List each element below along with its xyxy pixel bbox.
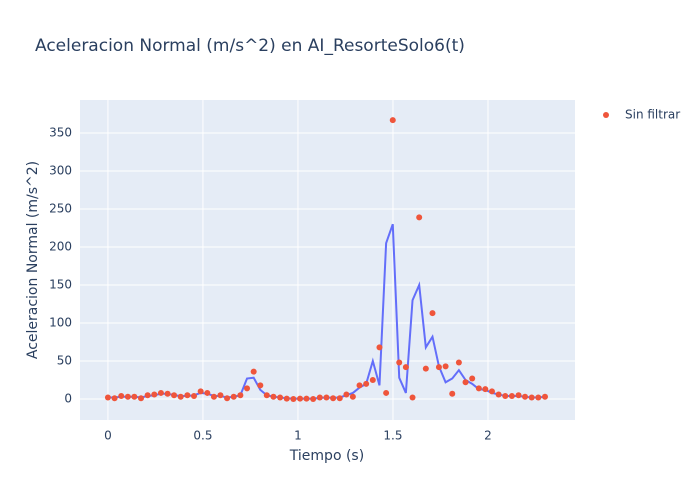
point [482,386,489,393]
y-tick-label: 50 [57,354,72,368]
point [535,394,542,401]
point [475,385,482,392]
point [303,395,310,402]
x-axis-title: Tiempo (s) [289,448,364,464]
point [230,393,237,400]
y-tick-label: 0 [64,392,72,406]
point [118,392,125,399]
point [191,392,198,399]
x-tick-label: 0 [104,429,112,443]
point [541,393,548,400]
point [396,359,403,366]
point [429,310,436,317]
point [224,395,231,402]
legend-label[interactable]: Sin filtrar [625,108,680,122]
point [244,385,251,392]
point [177,393,184,400]
point [416,214,423,221]
point [449,390,456,397]
plot-area [80,100,575,420]
point [422,365,429,372]
point [164,390,171,397]
point [151,391,158,398]
point [263,392,270,399]
point [184,392,191,399]
y-tick-label: 100 [49,316,72,330]
point [250,368,257,375]
point [409,394,416,401]
y-tick-label: 200 [49,240,72,254]
point [495,391,502,398]
point [137,395,144,402]
y-tick-label: 300 [49,163,72,177]
point [283,395,290,402]
point [528,394,535,401]
point [455,359,462,366]
point [277,394,284,401]
y-tick-label: 250 [49,201,72,215]
point [104,394,111,401]
point [383,389,390,396]
point [376,344,383,351]
point [502,392,509,399]
point [343,391,350,398]
point [435,364,442,371]
point [204,389,211,396]
point [124,393,131,400]
point [257,382,264,389]
point [270,393,277,400]
point [197,388,204,395]
point [237,392,244,399]
point [356,382,363,389]
point [330,395,337,402]
point [290,396,297,403]
y-axis-title: Aceleracion Normal (m/s^2) [25,161,41,359]
point [349,393,356,400]
point [144,392,151,399]
point [469,375,476,382]
x-tick-label: 1.5 [383,429,402,443]
point [508,392,515,399]
point [210,393,217,400]
x-tick-label: 0.5 [193,429,212,443]
point [442,363,449,370]
point [157,389,164,396]
chart-title: Aceleracion Normal (m/s^2) en AI_Resorte… [35,36,465,56]
point [369,377,376,384]
x-tick-label: 2 [484,429,492,443]
point [131,393,138,400]
point [111,395,118,402]
point [462,379,469,386]
point [171,392,178,399]
point [488,388,495,395]
point [515,392,522,399]
point [316,394,323,401]
point [310,396,317,403]
point [522,393,529,400]
y-tick-label: 350 [49,125,72,139]
point [336,395,343,402]
point [297,395,304,402]
point [402,364,409,371]
y-tick-label: 150 [49,278,72,292]
x-tick-label: 1 [294,429,302,443]
point [363,380,370,387]
point [323,394,330,401]
point [217,392,224,399]
legend-marker [603,112,609,118]
point [389,117,396,124]
